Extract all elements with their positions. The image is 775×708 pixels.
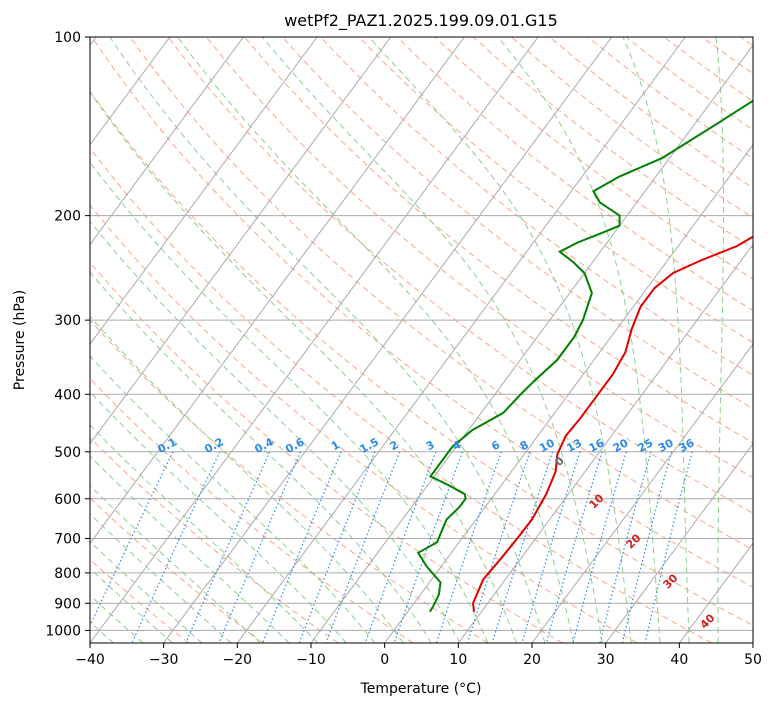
- mixing-ratio-label: 16: [587, 436, 607, 455]
- moist-adiabat: [622, 37, 690, 643]
- isotherm: [90, 37, 539, 643]
- mixing-ratio-line: [90, 451, 174, 627]
- dry-adiabat: [91, 37, 753, 588]
- isotherm: [457, 243, 753, 643]
- plot-frame: [89, 36, 754, 644]
- isotherm: [90, 37, 318, 345]
- moist-adiabat: [177, 37, 575, 643]
- y-tick-label: 500: [54, 445, 81, 461]
- mixing-ratio-line: [131, 451, 221, 643]
- dry-adiabat: [396, 37, 753, 312]
- x-tick-label: 40: [670, 652, 688, 668]
- mixing-ratio-line: [262, 451, 342, 643]
- isotherm: [90, 37, 392, 445]
- x-tick-label: −10: [296, 652, 326, 668]
- moist-adiabat: [90, 271, 432, 643]
- isotherm: [531, 343, 753, 643]
- mixing-ratio-line: [325, 451, 401, 643]
- background-lines: [90, 37, 753, 643]
- mixing-ratio-line: [393, 451, 464, 643]
- mixing-ratio-label: 13: [565, 436, 585, 455]
- y-tick-label: 1000: [45, 623, 81, 639]
- axis-ticks: −40 −30 −20 −10 0 10 20 30 40 50 100 200 300 400 500 60…: [45, 30, 762, 668]
- mixing-ratio-line: [466, 451, 531, 643]
- x-tick-label: −40: [75, 652, 105, 668]
- x-tick-label: 10: [449, 652, 467, 668]
- dry-adiabat: [90, 261, 563, 643]
- y-tick-label: 900: [54, 596, 81, 612]
- isotherm: [90, 37, 465, 545]
- dry-adiabat: [90, 90, 753, 627]
- isotherm: [236, 37, 686, 643]
- isotherm: [605, 442, 753, 643]
- isotherm: [163, 37, 613, 643]
- moist-adiabat: [368, 37, 632, 643]
- moist-adiabat: [90, 391, 347, 643]
- mixing-ratio-label: 20: [611, 436, 631, 455]
- chart-title: wetPf2_PAZ1.2025.199.09.01.G15: [284, 11, 558, 31]
- dry-adiabat: [358, 37, 753, 344]
- isotherm: [310, 44, 753, 643]
- dry-adiabat: [90, 377, 414, 643]
- y-tick-label: 100: [54, 30, 81, 46]
- x-tick-label: 50: [744, 652, 762, 668]
- mixing-ratio-line: [364, 451, 437, 643]
- mixing-ratio-line: [644, 451, 693, 643]
- moist-adiabat: [497, 37, 661, 643]
- y-tick-label: 600: [54, 492, 81, 508]
- moist-adiabat: [90, 455, 290, 643]
- moist-adiabat: [90, 424, 319, 643]
- mixing-ratio-line: [298, 451, 376, 643]
- moist-adiabat: [90, 91, 517, 643]
- dry-adiabat: [167, 37, 753, 514]
- dry-adiabat: [320, 37, 753, 376]
- mixing-ratio-line: [572, 451, 627, 643]
- dry-adiabat: [90, 147, 712, 643]
- dewpoint-line: [416, 99, 753, 613]
- isotherm: [90, 37, 244, 246]
- mixing-ratio-line: [435, 451, 502, 643]
- y-tick-label: 800: [54, 566, 81, 582]
- x-tick-label: 0: [380, 652, 389, 668]
- mixing-ratio-line: [621, 451, 673, 643]
- mixing-ratio-line: [599, 451, 652, 643]
- mixing-ratio-label: 36: [677, 436, 697, 455]
- isotherm: [384, 144, 753, 643]
- moist-adiabat: [90, 484, 261, 643]
- moist-adiabat: [90, 220, 461, 643]
- y-tick-label: 700: [54, 532, 81, 548]
- moist-adiabat: [90, 355, 376, 643]
- mixing-ratio-label: 10: [537, 436, 557, 455]
- x-tick-label: 20: [523, 652, 541, 668]
- mixing-ratio-label: 30: [656, 436, 676, 455]
- moist-adiabat: [90, 513, 232, 643]
- x-axis-label: Temperature (°C): [360, 681, 482, 697]
- moist-adiabat: [90, 567, 173, 643]
- y-tick-label: 400: [54, 387, 81, 403]
- moist-adiabat: [715, 37, 725, 643]
- y-axis-label: Pressure (hPa): [12, 290, 28, 390]
- x-tick-label: −20: [223, 652, 253, 668]
- mixing-ratio-line: [545, 451, 603, 643]
- moist-adiabat: [90, 161, 489, 643]
- y-tick-label: 200: [54, 209, 81, 225]
- moist-adiabat: [261, 37, 603, 643]
- temperature-line: [471, 235, 753, 612]
- moist-adiabat: [90, 540, 203, 643]
- mixing-ratio-line: [521, 451, 581, 643]
- profile-lines: [416, 99, 753, 613]
- y-tick-label: 300: [54, 313, 81, 329]
- isotherm: [90, 37, 171, 146]
- moist-adiabat: [90, 315, 404, 643]
- x-tick-label: −30: [149, 652, 179, 668]
- moist-adiabat: [109, 37, 546, 643]
- moist-adiabat: [90, 594, 144, 643]
- x-tick-label: 30: [597, 652, 615, 668]
- dry-adiabat: [90, 204, 638, 643]
- mixing-ratio-label: 25: [636, 436, 656, 455]
